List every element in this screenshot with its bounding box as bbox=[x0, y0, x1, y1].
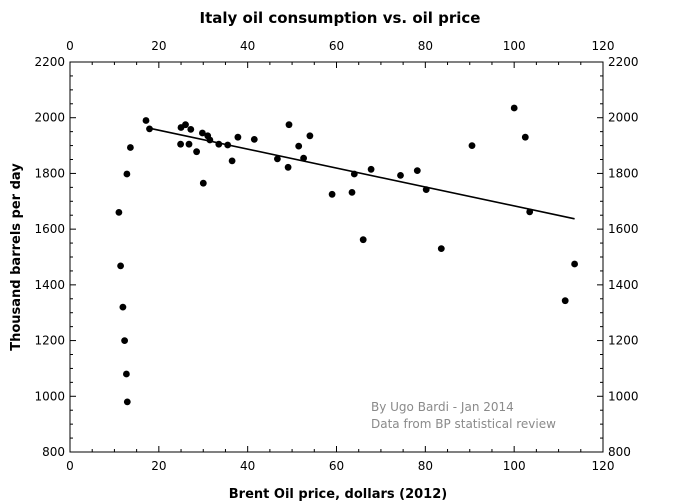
y-tick-label-left: 1000 bbox=[34, 389, 65, 403]
y-tick-label-right: 1400 bbox=[608, 278, 639, 292]
chart-marks bbox=[115, 104, 578, 406]
data-point bbox=[177, 140, 185, 148]
data-point bbox=[397, 172, 404, 179]
data-point bbox=[115, 209, 123, 216]
data-point bbox=[199, 179, 207, 187]
axis-ticks bbox=[69, 61, 604, 453]
data-point bbox=[526, 208, 534, 216]
data-point bbox=[274, 155, 281, 163]
data-point bbox=[215, 140, 223, 148]
data-point bbox=[228, 157, 236, 165]
x-tick-label-top: 60 bbox=[329, 39, 344, 53]
x-tick-label-bottom: 120 bbox=[592, 459, 615, 473]
data-point bbox=[367, 165, 375, 173]
data-point bbox=[437, 245, 445, 253]
x-tick-label-top: 40 bbox=[240, 39, 255, 53]
x-tick-label-bottom: 80 bbox=[418, 459, 433, 473]
y-tick-label-left: 1400 bbox=[34, 278, 65, 292]
data-point bbox=[295, 142, 303, 150]
y-tick-label-left: 2000 bbox=[34, 111, 65, 125]
y-tick-label-right: 2200 bbox=[608, 55, 639, 69]
data-point bbox=[422, 186, 430, 194]
data-point bbox=[468, 142, 476, 150]
x-tick-label-top: 0 bbox=[66, 39, 74, 53]
y-tick-label-left: 800 bbox=[42, 445, 65, 459]
x-tick-label-top: 100 bbox=[503, 39, 526, 53]
data-point bbox=[359, 236, 367, 244]
data-point bbox=[121, 337, 128, 344]
data-point bbox=[119, 303, 127, 311]
data-point bbox=[123, 370, 130, 378]
y-tick-label-right: 1800 bbox=[608, 166, 639, 180]
annotation-author: By Ugo Bardi - Jan 2014 bbox=[371, 400, 514, 414]
data-point bbox=[182, 121, 189, 129]
chart-title: Italy oil consumption vs. oil price bbox=[200, 9, 481, 27]
annotation-source: Data from BP statistical review bbox=[371, 417, 556, 431]
x-tick-label-top: 20 bbox=[151, 39, 166, 53]
x-tick-label-bottom: 0 bbox=[66, 459, 74, 473]
data-point bbox=[234, 133, 242, 141]
data-point bbox=[571, 260, 578, 268]
data-point bbox=[250, 136, 258, 143]
data-point bbox=[123, 170, 131, 178]
y-tick-label-right: 1000 bbox=[608, 389, 639, 403]
data-point bbox=[185, 140, 193, 148]
y-tick-label-left: 1800 bbox=[34, 166, 65, 180]
x-tick-label-top: 80 bbox=[418, 39, 433, 53]
plot-area-frame bbox=[69, 61, 604, 453]
y-tick-label-left: 1200 bbox=[34, 334, 65, 348]
data-point bbox=[350, 170, 358, 178]
data-point bbox=[348, 189, 356, 196]
data-point bbox=[306, 132, 314, 140]
data-point bbox=[193, 148, 201, 156]
x-tick-label-bottom: 60 bbox=[329, 459, 344, 473]
data-point bbox=[224, 141, 232, 149]
data-point bbox=[300, 154, 307, 162]
x-axis-label: Brent Oil price, dollars (2012) bbox=[229, 487, 447, 502]
x-tick-label-top: 120 bbox=[592, 39, 615, 53]
y-tick-label-right: 2000 bbox=[608, 111, 639, 125]
data-point bbox=[126, 144, 134, 151]
y-tick-label-right: 1600 bbox=[608, 222, 639, 236]
data-point bbox=[561, 297, 569, 305]
data-point bbox=[117, 262, 124, 270]
data-point bbox=[199, 129, 206, 137]
data-point bbox=[187, 125, 195, 133]
data-point bbox=[285, 121, 293, 129]
x-tick-label-bottom: 40 bbox=[240, 459, 255, 473]
trend-line bbox=[149, 127, 575, 220]
data-point bbox=[328, 190, 336, 198]
y-tick-label-right: 800 bbox=[608, 445, 631, 459]
data-point bbox=[510, 104, 518, 112]
data-point bbox=[521, 133, 529, 141]
x-tick-label-bottom: 100 bbox=[503, 459, 526, 473]
x-tick-label-bottom: 20 bbox=[151, 459, 166, 473]
data-point bbox=[206, 136, 214, 144]
data-point bbox=[142, 117, 150, 124]
data-point bbox=[284, 163, 292, 171]
data-point bbox=[123, 398, 131, 406]
y-tick-label-left: 2200 bbox=[34, 55, 65, 69]
y-tick-label-left: 1600 bbox=[34, 222, 65, 236]
y-axis-label: Thousand barrels per day bbox=[9, 163, 24, 351]
y-tick-label-right: 1200 bbox=[608, 334, 639, 348]
data-point bbox=[146, 125, 153, 133]
data-point bbox=[413, 167, 421, 175]
